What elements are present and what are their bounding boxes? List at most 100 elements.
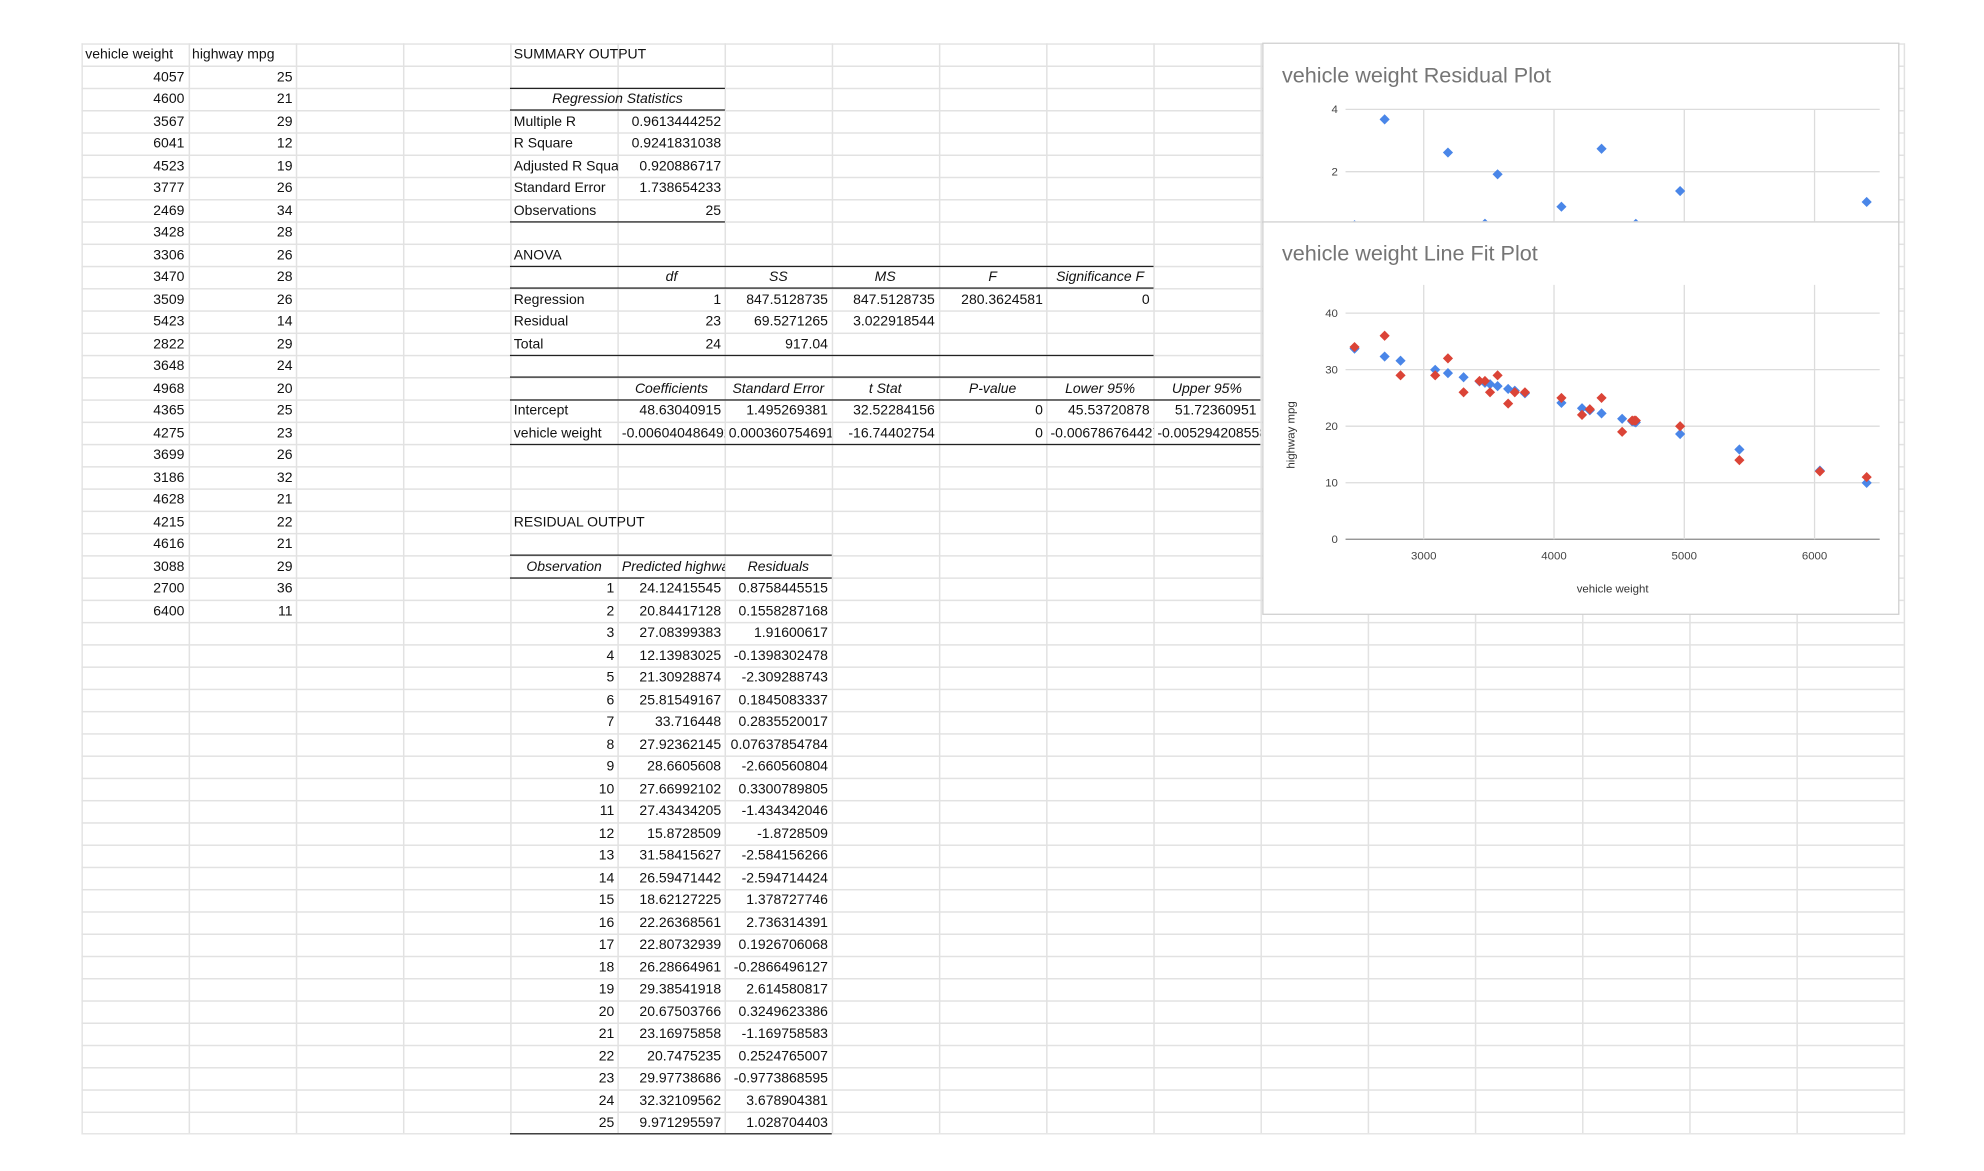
cell[interactable]: 26: [276, 247, 293, 263]
cell[interactable]: 26: [276, 291, 293, 308]
cell[interactable]: SS: [768, 269, 788, 285]
cell[interactable]: 0.9241831038: [631, 136, 722, 152]
cell[interactable]: 6041: [153, 136, 185, 152]
cell[interactable]: 4057: [153, 69, 185, 85]
cell[interactable]: 27.08399383: [639, 625, 722, 641]
cell[interactable]: 23: [705, 314, 722, 330]
cell[interactable]: 24: [705, 336, 722, 352]
cell[interactable]: 24.12415545: [639, 581, 722, 597]
cell[interactable]: 12: [276, 136, 293, 152]
cell[interactable]: 0.2524765007: [738, 1048, 828, 1064]
cell[interactable]: Upper 95%: [1171, 380, 1242, 397]
cell[interactable]: 29: [276, 336, 293, 352]
cell[interactable]: 21: [598, 1026, 615, 1042]
cell[interactable]: 0.3300789805: [738, 781, 828, 797]
cell[interactable]: 0.3249623386: [738, 1004, 828, 1020]
cell[interactable]: 9.971295597: [639, 1115, 722, 1131]
cell[interactable]: 36: [276, 581, 293, 597]
cell[interactable]: 0.07637854784: [730, 737, 828, 753]
cell[interactable]: 2.736314391: [746, 915, 828, 931]
cell[interactable]: 3186: [153, 469, 185, 486]
cell[interactable]: 22.80732939: [639, 937, 722, 953]
cell[interactable]: 22: [276, 514, 293, 530]
cell[interactable]: 1.738654233: [639, 180, 722, 196]
cell[interactable]: 0.1926706068: [738, 937, 828, 953]
cell[interactable]: 23: [276, 425, 293, 441]
cell[interactable]: 28.6605608: [647, 759, 722, 775]
cell[interactable]: 1.378727746: [746, 892, 828, 909]
cell[interactable]: 3306: [153, 247, 185, 263]
cell[interactable]: 6400: [153, 603, 185, 619]
cell[interactable]: 20: [598, 1004, 615, 1020]
cell[interactable]: 3648: [153, 358, 185, 374]
cell[interactable]: highway mpg: [192, 47, 275, 63]
cell[interactable]: -0.006786764427: [1050, 425, 1154, 441]
cell[interactable]: 29: [276, 558, 293, 575]
cell[interactable]: 0: [1141, 291, 1150, 308]
cell[interactable]: 0.1845083337: [738, 692, 828, 708]
cell[interactable]: 31.58415627: [639, 848, 722, 864]
cell[interactable]: 29: [276, 113, 293, 130]
cell[interactable]: 3567: [153, 113, 185, 130]
cell[interactable]: 20.84417128: [639, 603, 722, 619]
cell[interactable]: -0.006040486492: [621, 425, 725, 441]
cell[interactable]: -1.434342046: [741, 803, 828, 820]
cell[interactable]: -1.169758583: [741, 1026, 828, 1042]
cell[interactable]: Residuals: [747, 558, 810, 575]
cell[interactable]: 48.63040915: [639, 403, 722, 419]
cell[interactable]: 11: [277, 603, 293, 619]
cell[interactable]: 69.5271265: [754, 314, 828, 330]
cell[interactable]: 23.16975858: [639, 1026, 722, 1042]
cell[interactable]: Coefficients: [634, 380, 709, 397]
cell[interactable]: 0: [1035, 403, 1043, 419]
cell[interactable]: -0.1398302478: [733, 647, 828, 664]
cell[interactable]: 20: [276, 380, 293, 397]
cell[interactable]: 25: [276, 69, 293, 85]
cell[interactable]: 24: [598, 1093, 615, 1109]
cell[interactable]: 24: [276, 358, 293, 374]
cell[interactable]: 33.716448: [654, 714, 722, 731]
cell[interactable]: 3777: [153, 180, 185, 196]
cell[interactable]: 5: [606, 670, 615, 686]
cell[interactable]: 9: [606, 759, 615, 775]
cell[interactable]: 3699: [153, 447, 185, 463]
cell[interactable]: Adjusted R Square: [513, 158, 619, 174]
cell[interactable]: 3428: [153, 225, 185, 241]
cell[interactable]: 11: [599, 803, 615, 820]
cell[interactable]: 14: [276, 314, 293, 330]
cell[interactable]: Regression: [513, 291, 585, 308]
cell[interactable]: 34: [276, 202, 293, 219]
cell[interactable]: 3470: [153, 269, 185, 285]
cell[interactable]: Multiple R: [513, 113, 577, 130]
cell[interactable]: 22.26368561: [639, 915, 722, 931]
cell[interactable]: 4600: [153, 91, 185, 107]
cell[interactable]: 2700: [153, 581, 185, 597]
cell[interactable]: 4628: [153, 492, 185, 508]
cell[interactable]: -2.584156266: [741, 848, 828, 864]
cell[interactable]: -0.9773868595: [733, 1070, 828, 1087]
cell[interactable]: 45.53720878: [1068, 403, 1150, 419]
cell[interactable]: Predicted highway mpg: [621, 558, 725, 575]
cell[interactable]: Significance F: [1056, 269, 1145, 285]
cell[interactable]: P-value: [968, 380, 1017, 397]
cell[interactable]: 0.1558287168: [738, 603, 828, 619]
cell[interactable]: 13: [598, 848, 615, 864]
cell[interactable]: 28: [276, 225, 293, 241]
cell[interactable]: 12: [598, 826, 615, 842]
cell[interactable]: 29.97738686: [639, 1070, 722, 1087]
cell[interactable]: 1.028704403: [746, 1115, 828, 1131]
cell[interactable]: 7: [606, 714, 615, 731]
cell[interactable]: 20.67503766: [639, 1004, 722, 1020]
cell[interactable]: 27.43434205: [639, 803, 722, 820]
cell[interactable]: MS: [874, 269, 896, 285]
cell[interactable]: 20.7475235: [647, 1048, 722, 1064]
cell[interactable]: 0.8758445515: [738, 581, 828, 597]
cell[interactable]: 3.022918544: [853, 314, 935, 330]
cell[interactable]: 21: [276, 91, 293, 107]
cell[interactable]: -16.74402754: [848, 425, 935, 441]
cell[interactable]: 0.920886717: [639, 158, 722, 174]
cell[interactable]: 16: [598, 915, 615, 931]
cell[interactable]: 19: [598, 981, 615, 998]
cell[interactable]: R Square: [513, 136, 573, 152]
cell[interactable]: df: [665, 269, 678, 285]
